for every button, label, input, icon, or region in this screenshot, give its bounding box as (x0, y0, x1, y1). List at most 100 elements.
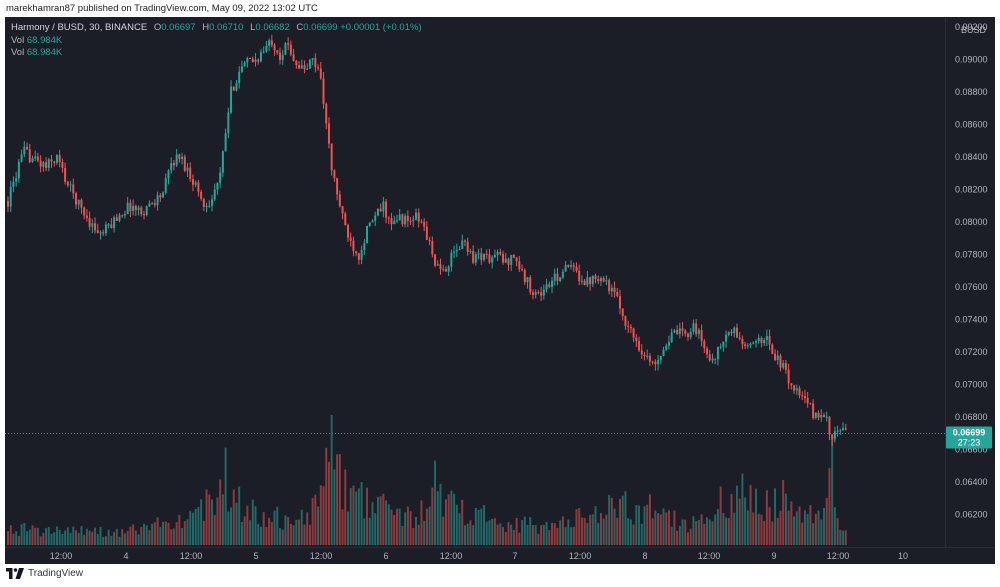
candle-body (504, 258, 507, 263)
volume-bar (395, 508, 398, 545)
candlestick-chart[interactable]: BUSD 0.09200 0.09000 0.08800 0.08600 0.08400… (5, 17, 995, 564)
time-axis[interactable]: 12:00 4 12:00 5 12:00 6 12:00 7 12:00 8 12:00 9 12:0… (50, 551, 908, 561)
candle-body (703, 340, 706, 349)
volume-bar (692, 516, 695, 545)
volume-bar (235, 502, 238, 545)
candle-body (254, 59, 257, 63)
candle-body (240, 66, 243, 72)
candle-body (153, 203, 156, 206)
candle-body (382, 201, 385, 212)
price-tick-label: 0.07200 (955, 347, 988, 357)
candle-body (730, 331, 733, 334)
volume-bar (221, 494, 224, 545)
candle-body (80, 199, 83, 208)
candle-body (564, 264, 567, 272)
candle-body (398, 214, 401, 221)
candle-body (757, 337, 760, 342)
price-tick-label: 0.06800 (955, 412, 988, 422)
volume-bar (749, 485, 752, 545)
candle-body (687, 333, 689, 337)
candle-body (591, 275, 594, 285)
chart-frame[interactable]: BUSD 0.09200 0.09000 0.08800 0.08600 0.08400… (5, 17, 995, 564)
candle-body (347, 225, 349, 238)
candle-body (575, 266, 578, 271)
volume-bar (578, 507, 581, 545)
volume-bar (390, 509, 393, 545)
candle-body (651, 361, 654, 363)
candle-body (439, 264, 442, 270)
volume-bar (17, 535, 20, 545)
volume-bar (270, 521, 273, 545)
volume-bar (366, 487, 369, 545)
candle-body (211, 199, 213, 206)
volume-bar (265, 527, 268, 545)
volume-bar (515, 517, 518, 545)
candle-body (178, 154, 181, 159)
candle-body (55, 155, 58, 163)
volume-bar (107, 529, 110, 545)
volume-bar (681, 519, 684, 545)
volume-bar (276, 506, 279, 545)
volume-bar (534, 524, 537, 545)
close-label: C (296, 22, 304, 33)
volume-bar (521, 520, 524, 545)
volume-bar (491, 518, 494, 545)
volume-bar (700, 514, 703, 545)
volume-bar (352, 485, 355, 545)
candle-body (640, 350, 643, 355)
volume-bar (676, 530, 679, 545)
volume-bar (143, 523, 145, 545)
volume-bar (197, 507, 200, 545)
candle-body (110, 224, 113, 228)
volume-bar (140, 526, 143, 545)
high-label: H (202, 22, 210, 33)
volume-bar (570, 527, 573, 545)
volume-value: 68.984K (26, 35, 63, 46)
volume-bar (202, 520, 205, 545)
candle-body (235, 83, 238, 91)
volume-bar (801, 522, 804, 545)
volume-bar (531, 525, 534, 545)
candle-body (31, 158, 34, 162)
volume-bar (453, 493, 456, 545)
candle-body (733, 327, 736, 334)
volume-bar (670, 526, 673, 545)
price-tick-label: 0.08800 (955, 87, 988, 97)
candle-body (763, 339, 766, 344)
volume-bar (844, 530, 847, 545)
volume-bar (616, 517, 619, 545)
volume-bar (659, 514, 662, 545)
volume-bar (393, 514, 396, 545)
candle-body (828, 416, 831, 435)
volume-bar (648, 494, 651, 545)
candle-body (831, 434, 834, 440)
ohlc-legend: Harmony / BUSD, 30, BINANCE O0.06697 H0.… (11, 22, 422, 33)
volume-bar (714, 514, 717, 545)
volume-bar (319, 485, 322, 545)
volume-bar (178, 514, 181, 545)
volume-bar (673, 510, 676, 545)
candle-body (349, 237, 352, 241)
candle-body (752, 342, 755, 344)
volume-bar (722, 512, 725, 545)
volume-bar (420, 500, 423, 545)
volume-bar (34, 527, 37, 545)
volume-bar (181, 528, 184, 545)
volume-bar (189, 511, 192, 545)
volume-bar (91, 531, 94, 545)
volume-bar (279, 528, 281, 545)
time-tick-label: 8 (642, 551, 647, 561)
time-tick-label: 12:00 (698, 551, 721, 561)
candle-body (469, 250, 472, 252)
volume-bar (379, 496, 382, 545)
candle-body (83, 207, 86, 216)
candle-body (319, 68, 322, 79)
volume-bar (730, 493, 733, 545)
candle-body (540, 292, 543, 296)
price-axis[interactable]: 0.09200 0.09000 0.08800 0.08600 0.08400 0.082… (955, 22, 988, 519)
candle-body (360, 250, 363, 260)
candle-body (415, 212, 417, 220)
candle-body (132, 205, 135, 212)
candle-body (143, 214, 145, 216)
volume-bar (782, 480, 785, 545)
